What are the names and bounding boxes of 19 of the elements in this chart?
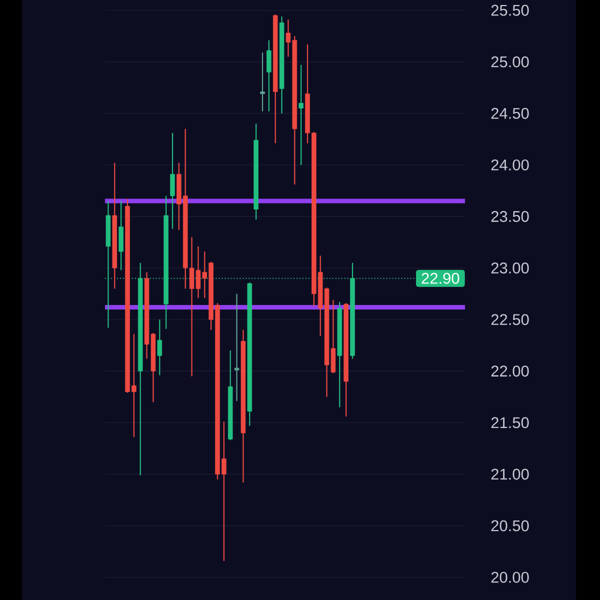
y-tick-label: 20.50	[491, 520, 529, 532]
y-tick-label: 25.50	[491, 4, 529, 16]
y-tick-label: 25.00	[491, 56, 529, 68]
y-tick-label: 20.00	[491, 572, 529, 583]
y-tick-label: 22.50	[491, 314, 529, 326]
y-tick-label: 22.00	[491, 366, 529, 377]
y-tick-label: 23.50	[491, 211, 529, 222]
candlestick	[266, 40, 272, 112]
y-tick-label: 21.00	[491, 468, 529, 480]
y-tick-label: 21.50	[491, 417, 529, 428]
y-tick-label: 24.00	[491, 159, 529, 170]
candlestick	[157, 319, 162, 376]
y-tick-label: 24.50	[491, 108, 529, 119]
y-tick-label: 23.00	[491, 262, 529, 274]
candlestick	[298, 64, 304, 166]
ref-line-label: 22.90	[422, 272, 460, 284]
candlestick	[170, 132, 175, 230]
candlestick	[260, 52, 265, 112]
candlestick	[234, 293, 240, 402]
